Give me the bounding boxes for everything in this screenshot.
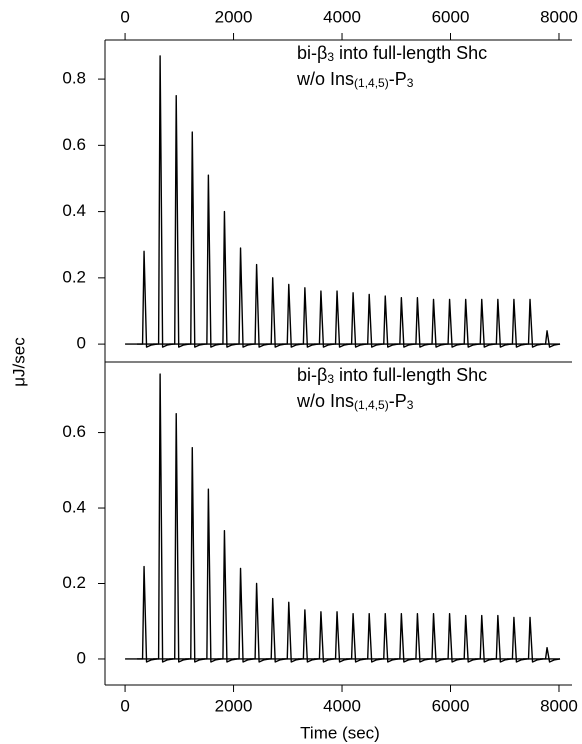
y-tick-label: 0.6 (62, 422, 86, 441)
injection-peak (540, 330, 561, 348)
injection-peak (378, 612, 399, 663)
injection-peak (265, 277, 286, 348)
y-axis-label: μJ/sec (9, 337, 28, 387)
y-tick-label: 0 (77, 648, 86, 667)
injection-peak (185, 131, 206, 348)
injection-peak (474, 614, 495, 663)
annotation: bi-β3 into full-length Shc (297, 43, 487, 64)
injection-peak (313, 290, 335, 348)
injection-peak (217, 529, 238, 663)
injection-peak (490, 614, 511, 663)
injection-peak (346, 292, 367, 348)
x-tick-label: 0 (120, 696, 129, 715)
injection-peak (233, 247, 254, 348)
annotation-subscript: 3 (407, 76, 414, 90)
annotation-text: bi-β (297, 43, 327, 63)
injection-peak (233, 567, 254, 663)
annotation-subscript: 3 (407, 398, 414, 412)
injection-peak (442, 298, 463, 348)
injection-peak (201, 488, 222, 663)
injection-peak (249, 582, 270, 663)
x-tick-label: 0 (120, 7, 129, 26)
y-tick-label: 0.2 (62, 573, 86, 592)
x-tick-label: 6000 (432, 696, 470, 715)
annotation-subscript: 3 (327, 50, 334, 64)
annotation-subscript: 3 (327, 372, 334, 386)
annotation-text: -P (389, 69, 407, 89)
injection-peak (362, 612, 383, 663)
injection-peak (217, 210, 238, 348)
injection-peak (394, 297, 415, 348)
injection-peak (523, 616, 544, 663)
injection-peak (378, 295, 399, 348)
injection-peak (169, 412, 190, 663)
y-tick-label: 0.2 (62, 267, 86, 286)
annotation-subscript: (1,4,5) (354, 398, 389, 412)
injection-peak (458, 614, 479, 663)
x-tick-label: 8000 (540, 7, 578, 26)
x-tick-label: 2000 (215, 7, 253, 26)
injection-peak (249, 263, 270, 348)
annotation: w/o Ins(1,4,5)-P3 (296, 391, 414, 412)
injection-peak (506, 298, 528, 348)
annotation-subscript: (1,4,5) (354, 76, 389, 90)
injection-peak (330, 611, 351, 663)
injection-peak (362, 293, 383, 348)
injection-peak (490, 298, 511, 348)
annotation-text: w/o Ins (296, 69, 354, 89)
injection-peak (297, 609, 318, 663)
injection-peak (426, 298, 447, 348)
injection-peak (540, 646, 561, 663)
injection-peak (201, 174, 222, 348)
injection-peak (346, 612, 367, 663)
annotation: bi-β3 into full-length Shc (297, 365, 487, 386)
annotation-text: into full-length Shc (334, 43, 487, 63)
annotation-text: into full-length Shc (334, 365, 487, 385)
injection-peak (410, 612, 431, 663)
y-tick-label: 0.6 (62, 135, 86, 154)
annotation: w/o Ins(1,4,5)-P3 (296, 69, 414, 90)
injection-peak (281, 601, 302, 663)
injection-peak (169, 94, 190, 348)
y-tick-label: 0.8 (62, 69, 86, 88)
injection-peak (265, 597, 286, 663)
injection-peak (330, 290, 351, 348)
y-tick-label: 0.4 (62, 498, 86, 517)
injection-peak (442, 612, 463, 663)
x-axis-label: Time (sec) (300, 723, 380, 742)
injection-peak (410, 297, 431, 348)
injection-peak (474, 298, 495, 348)
injection-peak (523, 298, 544, 348)
injection-peak (137, 250, 158, 348)
y-tick-label: 0 (77, 334, 86, 353)
injection-peak (506, 616, 528, 663)
injection-peak (137, 565, 158, 663)
x-tick-label: 6000 (432, 7, 470, 26)
injection-peak (394, 612, 415, 663)
injection-peak (458, 298, 479, 348)
annotation-text: -P (389, 391, 407, 411)
injection-peak (185, 446, 206, 663)
injection-peak (153, 373, 174, 663)
x-tick-label: 8000 (540, 696, 578, 715)
injection-peak (281, 283, 302, 348)
x-tick-label: 4000 (323, 696, 361, 715)
injection-peak (313, 611, 335, 663)
x-tick-label: 4000 (323, 7, 361, 26)
y-tick-label: 0.4 (62, 201, 86, 220)
annotation-text: bi-β (297, 365, 327, 385)
annotation-text: w/o Ins (296, 391, 354, 411)
injection-peak (153, 55, 174, 348)
injection-peak (426, 612, 447, 663)
injection-peak (297, 287, 318, 348)
x-tick-label: 2000 (215, 696, 253, 715)
